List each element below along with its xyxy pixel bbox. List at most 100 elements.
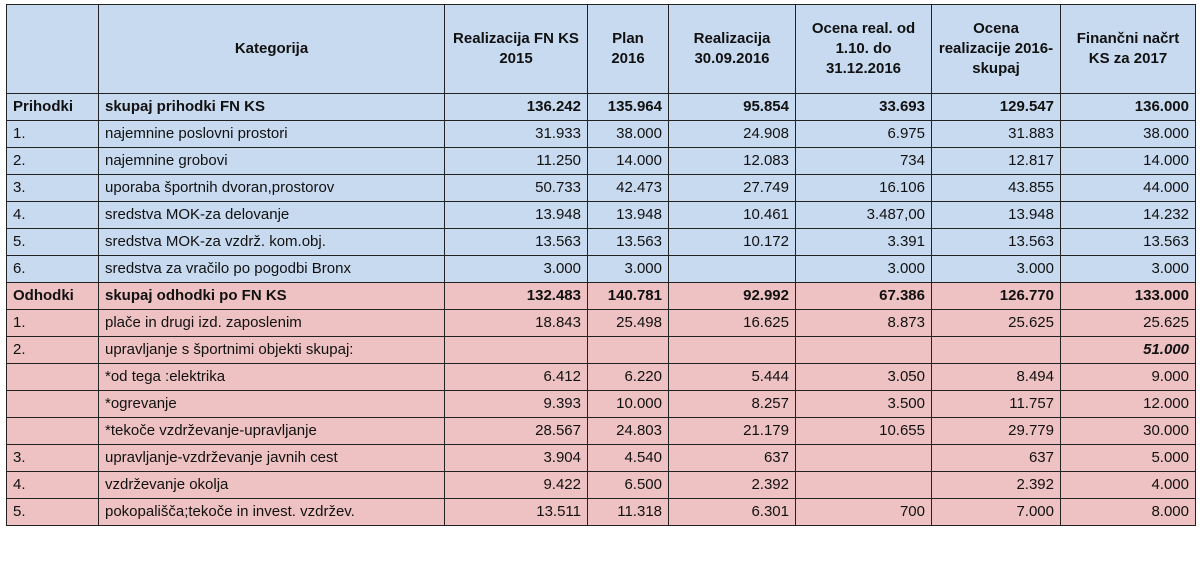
cell-category: sredstva MOK-za vzdrž. kom.obj. xyxy=(98,228,445,256)
cell-category: sredstva za vračilo po pogodbi Bronx xyxy=(98,255,445,283)
cell-plan-2017: 51.000 xyxy=(1060,336,1196,364)
table-row: 4. sredstva MOK-za delovanje 13.948 13.948 1… xyxy=(6,201,1196,229)
cell-realization-sep-2016: 10.172 xyxy=(668,228,796,256)
cell-estimate-total-2016: 8.494 xyxy=(931,363,1061,391)
cell-realization-sep-2016: 95.854 xyxy=(668,93,796,121)
cell-estimate-total-2016: 13.948 xyxy=(931,201,1061,229)
cell-plan-2016: 25.498 xyxy=(587,309,669,337)
header-cell-estimate-total-2016: Ocena realizacije 2016-skupaj xyxy=(931,4,1061,94)
cell-realization-sep-2016: 637 xyxy=(668,444,796,472)
header-cell-realization-2015: Realizacija FN KS 2015 xyxy=(444,4,588,94)
table-row: 4. vzdrževanje okolja 9.422 6.500 2.392 2.392… xyxy=(6,471,1196,499)
cell-category: uporaba športnih dvoran,prostorov xyxy=(98,174,445,202)
cell-estimate-total-2016: 126.770 xyxy=(931,282,1061,310)
table-row: *od tega :elektrika 6.412 6.220 5.444 3.050 8… xyxy=(6,363,1196,391)
cell-estimate-total-2016: 2.392 xyxy=(931,471,1061,499)
cell-plan-2017: 30.000 xyxy=(1060,417,1196,445)
cell-estimate-total-2016: 25.625 xyxy=(931,309,1061,337)
cell-plan-2016 xyxy=(587,336,669,364)
cell-realization-2015: 18.843 xyxy=(444,309,588,337)
cell-estimate-total-2016: 43.855 xyxy=(931,174,1061,202)
cell-estimate-q4-2016: 67.386 xyxy=(795,282,932,310)
header-cell-plan-2017: Finančni načrt KS za 2017 xyxy=(1060,4,1196,94)
cell-plan-2016: 140.781 xyxy=(587,282,669,310)
cell-realization-2015: 11.250 xyxy=(444,147,588,175)
cell-plan-2016: 6.500 xyxy=(587,471,669,499)
cell-label: 1. xyxy=(6,309,99,337)
cell-plan-2016: 38.000 xyxy=(587,120,669,148)
cell-label: 1. xyxy=(6,120,99,148)
table-row: 2. najemnine grobovi 11.250 14.000 12.083 734… xyxy=(6,147,1196,175)
cell-realization-sep-2016: 8.257 xyxy=(668,390,796,418)
cell-estimate-q4-2016: 700 xyxy=(795,498,932,526)
cell-estimate-q4-2016: 3.000 xyxy=(795,255,932,283)
header-cell-realization-sep-2016: Realizacija 30.09.2016 xyxy=(668,4,796,94)
header-cell-label xyxy=(6,4,99,94)
cell-realization-2015: 13.563 xyxy=(444,228,588,256)
cell-category: *od tega :elektrika xyxy=(98,363,445,391)
cell-plan-2017: 5.000 xyxy=(1060,444,1196,472)
cell-realization-2015: 6.412 xyxy=(444,363,588,391)
cell-realization-sep-2016: 21.179 xyxy=(668,417,796,445)
cell-label: Odhodki xyxy=(6,282,99,310)
cell-estimate-q4-2016 xyxy=(795,471,932,499)
cell-plan-2016: 6.220 xyxy=(587,363,669,391)
budget-table: Kategorija Realizacija FN KS 2015 Plan 2… xyxy=(6,4,1196,526)
cell-plan-2016: 3.000 xyxy=(587,255,669,283)
cell-estimate-total-2016: 13.563 xyxy=(931,228,1061,256)
cell-category: pokopališča;tekoče in invest. vzdržev. xyxy=(98,498,445,526)
cell-plan-2017: 133.000 xyxy=(1060,282,1196,310)
cell-label: Prihodki xyxy=(6,93,99,121)
cell-plan-2017: 44.000 xyxy=(1060,174,1196,202)
cell-realization-sep-2016: 5.444 xyxy=(668,363,796,391)
cell-realization-2015 xyxy=(444,336,588,364)
cell-plan-2017: 9.000 xyxy=(1060,363,1196,391)
cell-realization-sep-2016: 10.461 xyxy=(668,201,796,229)
cell-realization-sep-2016: 12.083 xyxy=(668,147,796,175)
header-cell-plan-2016: Plan 2016 xyxy=(587,4,669,94)
cell-plan-2016: 4.540 xyxy=(587,444,669,472)
cell-plan-2017: 8.000 xyxy=(1060,498,1196,526)
cell-estimate-q4-2016: 16.106 xyxy=(795,174,932,202)
cell-plan-2017: 13.563 xyxy=(1060,228,1196,256)
cell-estimate-total-2016: 3.000 xyxy=(931,255,1061,283)
cell-plan-2016: 135.964 xyxy=(587,93,669,121)
cell-plan-2017: 4.000 xyxy=(1060,471,1196,499)
cell-estimate-q4-2016: 3.500 xyxy=(795,390,932,418)
cell-plan-2017: 12.000 xyxy=(1060,390,1196,418)
cell-realization-sep-2016: 2.392 xyxy=(668,471,796,499)
cell-estimate-q4-2016: 33.693 xyxy=(795,93,932,121)
cell-estimate-q4-2016: 3.391 xyxy=(795,228,932,256)
cell-realization-sep-2016: 24.908 xyxy=(668,120,796,148)
cell-label: 5. xyxy=(6,498,99,526)
cell-realization-2015: 28.567 xyxy=(444,417,588,445)
cell-estimate-q4-2016 xyxy=(795,336,932,364)
cell-realization-2015: 132.483 xyxy=(444,282,588,310)
cell-label: 4. xyxy=(6,471,99,499)
cell-label: 4. xyxy=(6,201,99,229)
cell-estimate-q4-2016: 734 xyxy=(795,147,932,175)
cell-label: 2. xyxy=(6,147,99,175)
cell-plan-2017: 14.000 xyxy=(1060,147,1196,175)
cell-plan-2017: 14.232 xyxy=(1060,201,1196,229)
table-row: 3. upravljanje-vzdrževanje javnih cest 3.9… xyxy=(6,444,1196,472)
cell-label xyxy=(6,363,99,391)
cell-label: 3. xyxy=(6,444,99,472)
cell-category: sredstva MOK-za delovanje xyxy=(98,201,445,229)
section-total-row: Odhodki skupaj odhodki po FN KS 132.483 140… xyxy=(6,282,1196,310)
cell-plan-2016: 24.803 xyxy=(587,417,669,445)
cell-label xyxy=(6,390,99,418)
cell-estimate-total-2016: 12.817 xyxy=(931,147,1061,175)
cell-estimate-total-2016: 129.547 xyxy=(931,93,1061,121)
cell-category: skupaj prihodki FN KS xyxy=(98,93,445,121)
cell-realization-2015: 9.393 xyxy=(444,390,588,418)
cell-plan-2016: 14.000 xyxy=(587,147,669,175)
cell-category: najemnine grobovi xyxy=(98,147,445,175)
cell-estimate-total-2016: 11.757 xyxy=(931,390,1061,418)
header-cell-estimate-q4-2016: Ocena real. od 1.10. do 31.12.2016 xyxy=(795,4,932,94)
budget-body: Prihodki skupaj prihodki FN KS 136.242 135.… xyxy=(6,93,1196,526)
header-cell-category: Kategorija xyxy=(98,4,445,94)
cell-estimate-total-2016: 29.779 xyxy=(931,417,1061,445)
table-row: 5. sredstva MOK-za vzdrž. kom.obj. 13.563 1… xyxy=(6,228,1196,256)
cell-category: *ogrevanje xyxy=(98,390,445,418)
